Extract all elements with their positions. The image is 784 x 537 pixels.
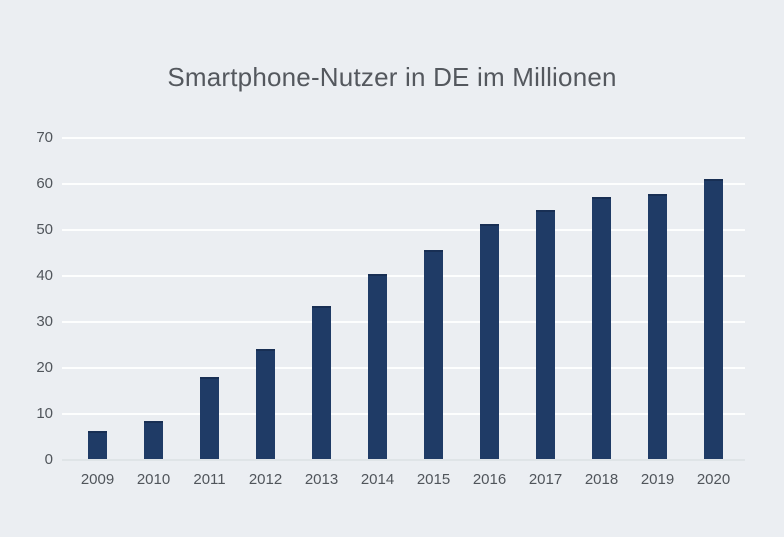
x-tick-label-2018: 2018: [584, 471, 619, 488]
bar-2015: [424, 249, 443, 460]
gridline-10: [62, 412, 745, 415]
gridline-70: [62, 136, 745, 139]
bar-2014: [368, 273, 387, 460]
y-tick-label-70: 70: [36, 129, 53, 146]
bar-2010: [144, 420, 163, 460]
x-tick-label-2019: 2019: [640, 471, 675, 488]
x-tick-label-2010: 2010: [136, 471, 171, 488]
y-tick-label-60: 60: [36, 175, 53, 192]
y-tick-label-30: 30: [36, 313, 53, 330]
y-tick-label-20: 20: [36, 359, 53, 376]
x-tick-label-2014: 2014: [360, 471, 395, 488]
x-tick-label-2016: 2016: [472, 471, 507, 488]
y-tick-label-10: 10: [36, 405, 53, 422]
gridline-30: [62, 320, 745, 323]
bar-2017: [536, 210, 555, 460]
y-tick-label-0: 0: [44, 451, 53, 468]
x-tick-label-2020: 2020: [696, 471, 731, 488]
x-tick-label-2017: 2017: [528, 471, 563, 488]
bar-2011: [200, 377, 219, 460]
x-tick-label-2012: 2012: [248, 471, 283, 488]
gridline-40: [62, 274, 745, 277]
bar-2016: [480, 224, 499, 460]
gridline-0: [62, 458, 745, 461]
bar-2020: [704, 179, 723, 460]
bar-2018: [592, 196, 611, 460]
y-tick-label-40: 40: [36, 267, 53, 284]
bar-2009: [88, 430, 107, 460]
y-tick-label-50: 50: [36, 221, 53, 238]
x-tick-label-2011: 2011: [193, 471, 226, 488]
gridline-20: [62, 366, 745, 369]
gridline-50: [62, 228, 745, 231]
x-tick-label-2013: 2013: [304, 471, 339, 488]
bar-2012: [256, 349, 275, 460]
chart-title: Smartphone-Nutzer in DE im Millionen: [167, 62, 617, 92]
gridline-60: [62, 182, 745, 185]
x-tick-label-2015: 2015: [416, 471, 451, 488]
x-tick-label-2009: 2009: [80, 471, 115, 488]
bar-2019: [648, 193, 667, 460]
bar-2013: [312, 305, 331, 460]
